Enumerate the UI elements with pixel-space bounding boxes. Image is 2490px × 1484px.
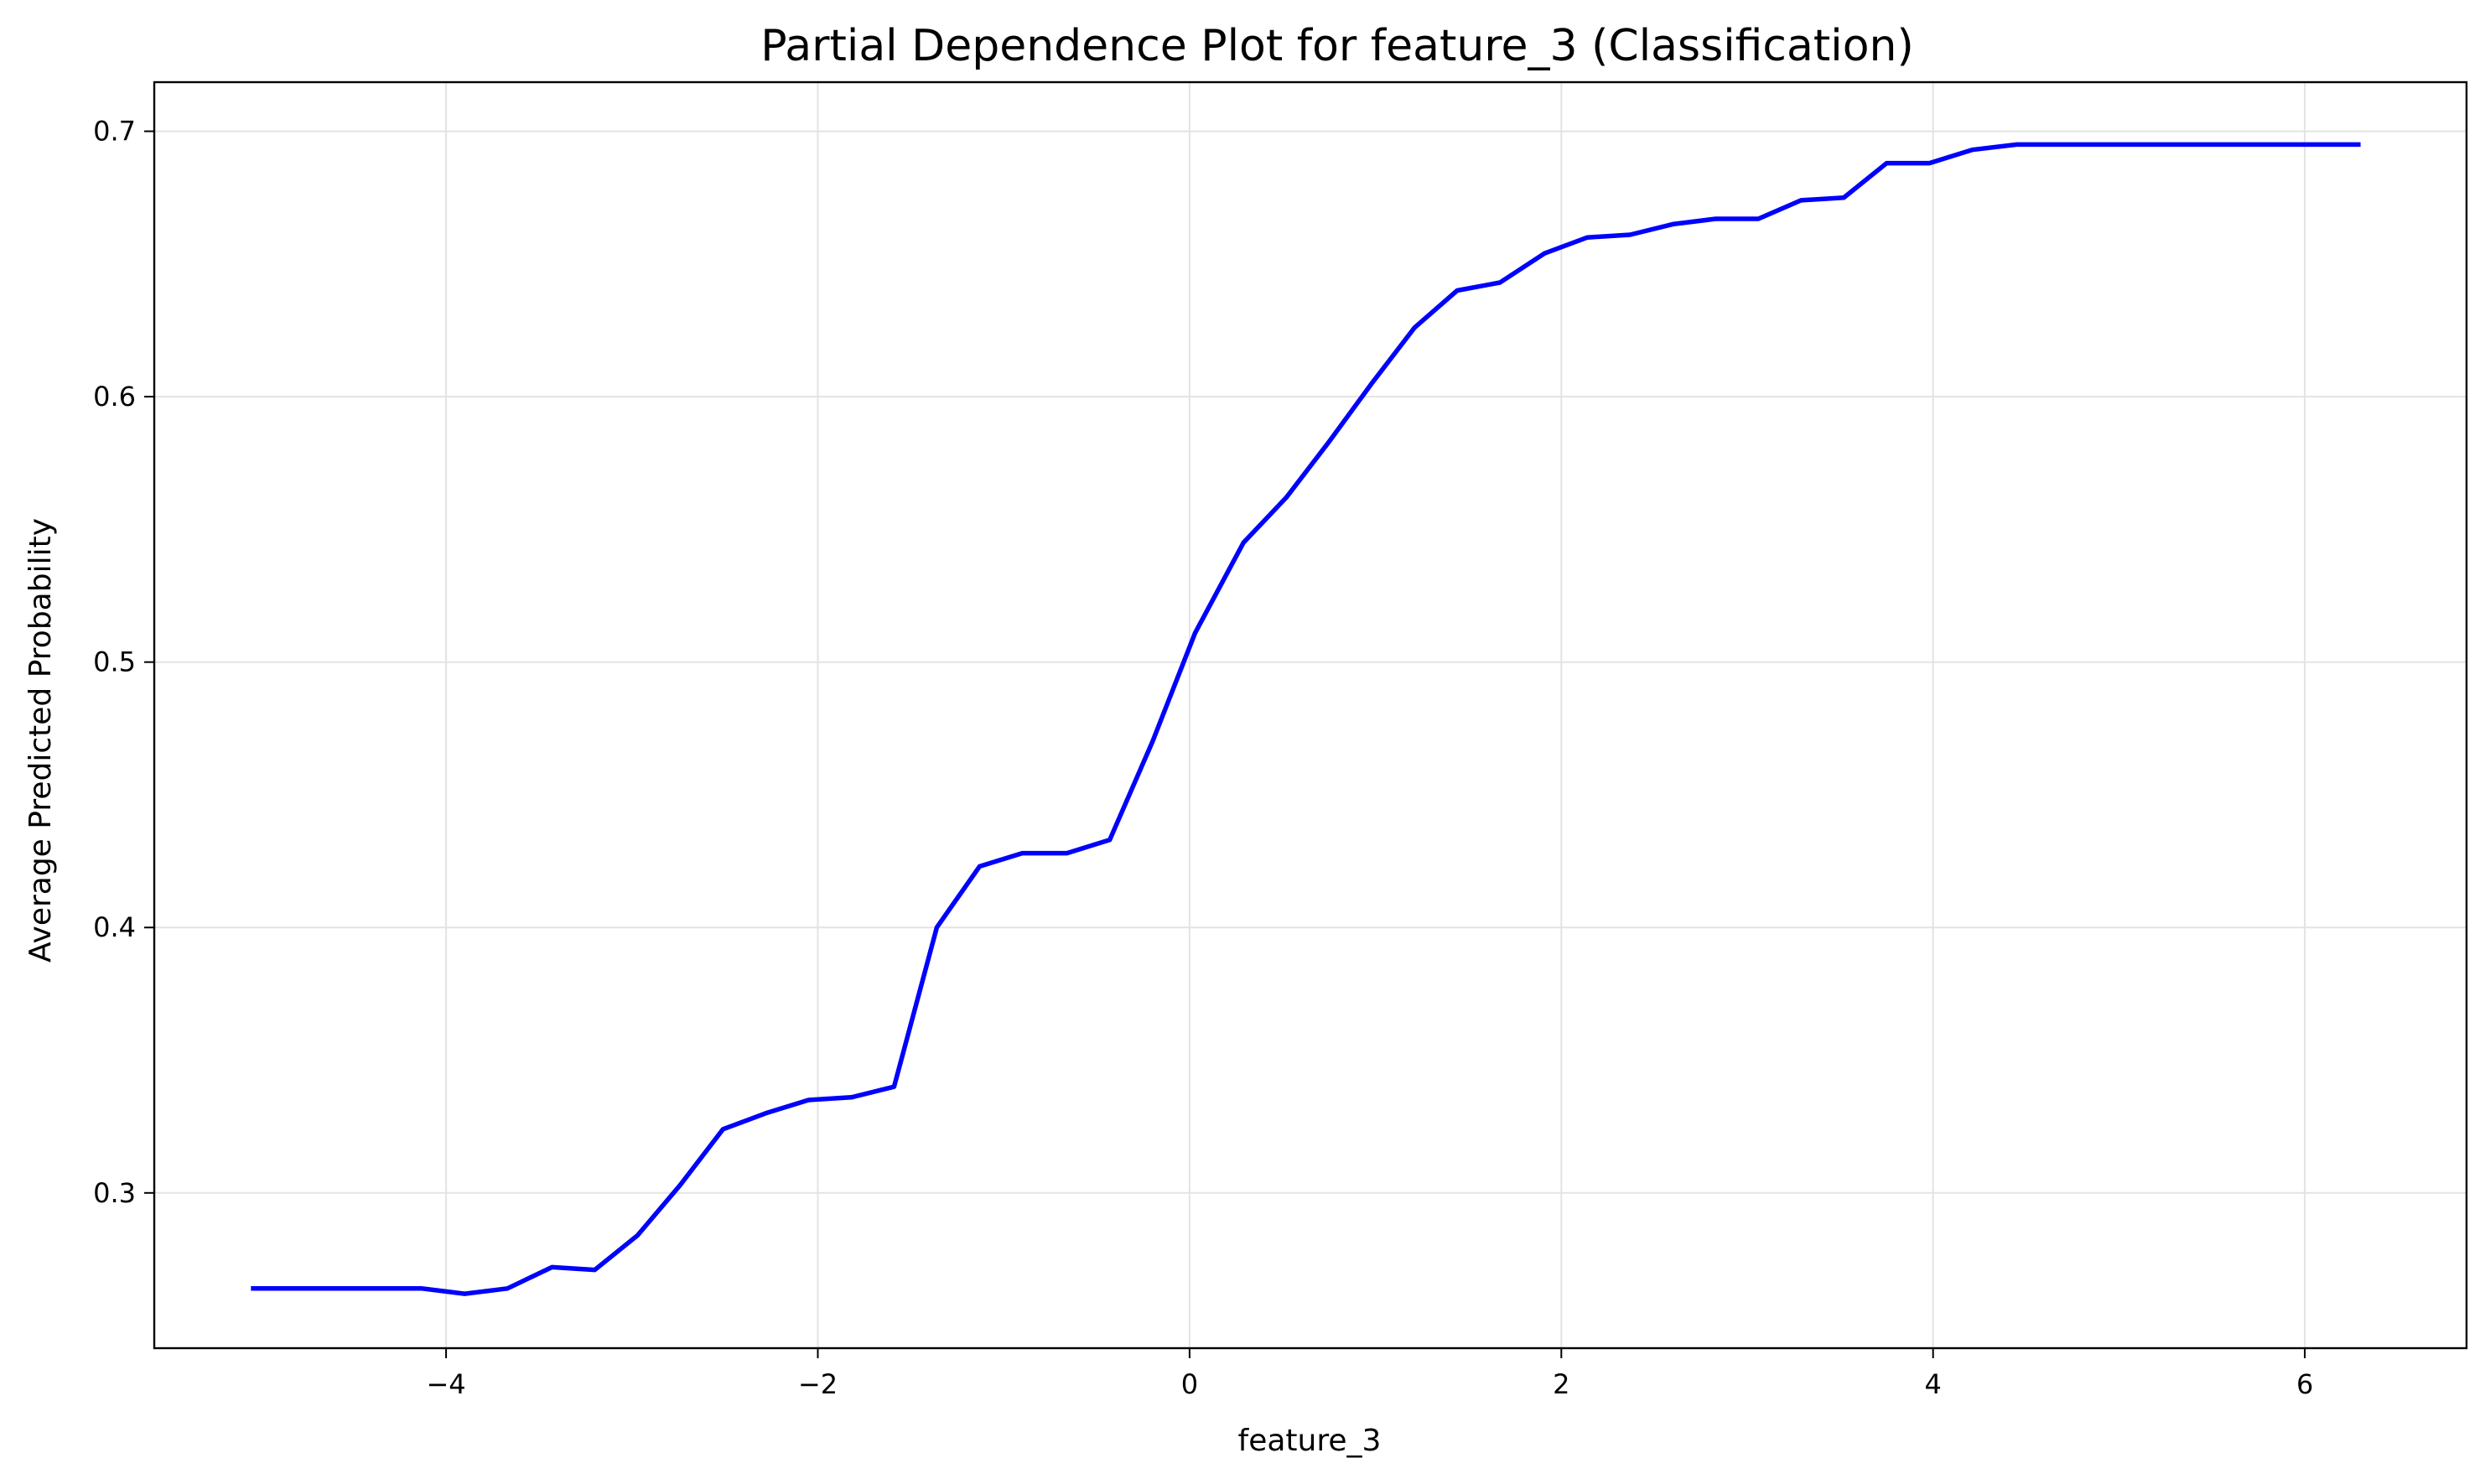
x-tick-label: −4 xyxy=(426,1368,465,1400)
x-tick-label: 0 xyxy=(1181,1368,1198,1400)
y-tick-label: 0.3 xyxy=(93,1177,136,1209)
x-tick-label: −2 xyxy=(798,1368,838,1400)
y-axis-label: Average Predicted Probability xyxy=(23,518,58,963)
x-axis-ticks: −4 −2 0 2 4 6 xyxy=(426,1348,2313,1400)
grid-lines xyxy=(154,82,2467,1348)
x-tick-label: 2 xyxy=(1553,1368,1569,1400)
y-axis-ticks: 0.3 0.4 0.5 0.6 0.7 xyxy=(93,116,154,1209)
x-axis-label: feature_3 xyxy=(1238,1424,1382,1458)
series-line xyxy=(251,142,2361,1296)
x-tick-label: 4 xyxy=(1925,1368,1942,1400)
y-tick-label: 0.4 xyxy=(93,911,136,943)
y-tick-label: 0.6 xyxy=(93,381,136,413)
y-tick-label: 0.7 xyxy=(93,116,136,148)
x-tick-label: 6 xyxy=(2296,1368,2313,1400)
chart-title: Partial Dependence Plot for feature_3 (C… xyxy=(760,21,1914,71)
plot-area-frame xyxy=(153,80,2468,1350)
data-series xyxy=(251,142,2361,1296)
y-tick-label: 0.5 xyxy=(93,646,136,678)
